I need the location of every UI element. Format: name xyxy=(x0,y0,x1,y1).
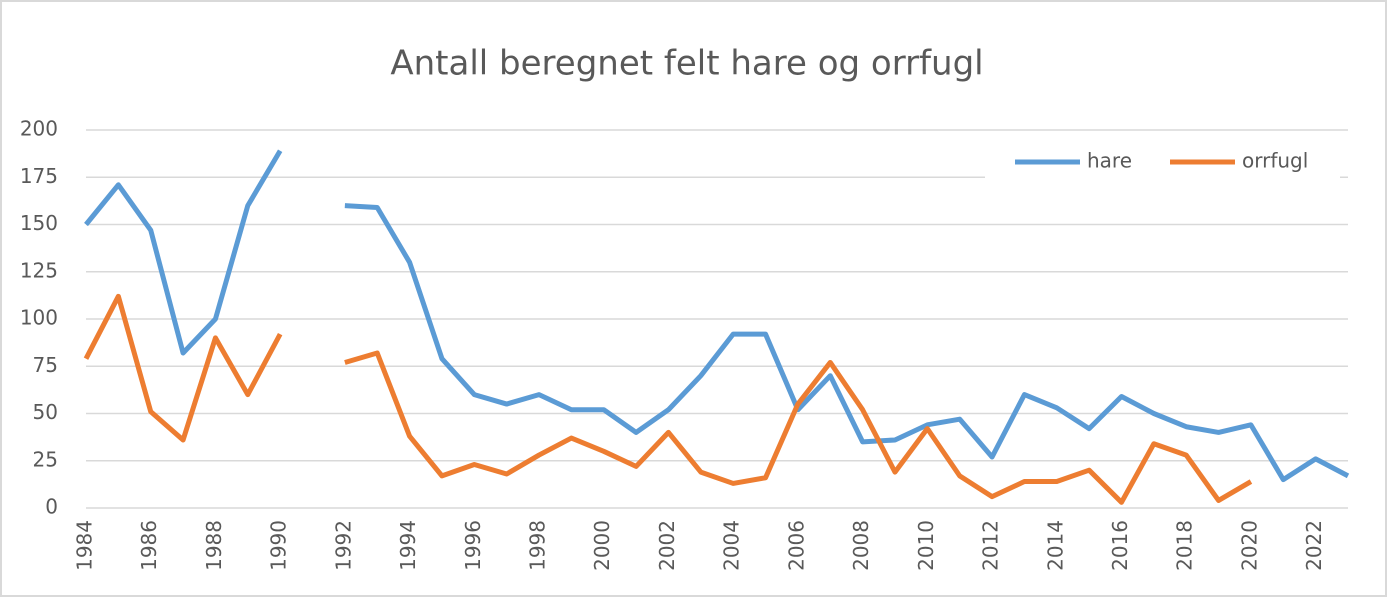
x-tick-label: 1992 xyxy=(331,520,355,571)
y-tick-label: 75 xyxy=(33,353,58,377)
x-tick-label: 2000 xyxy=(590,520,614,571)
x-tick-label: 1996 xyxy=(461,520,485,571)
x-tick-label: 1984 xyxy=(73,520,97,571)
y-tick-label: 25 xyxy=(33,447,58,471)
x-tick-label: 1986 xyxy=(137,520,161,571)
plot xyxy=(83,149,1350,505)
legend: hare orrfugl xyxy=(985,140,1340,185)
series-line xyxy=(83,293,1253,505)
x-tick-label: 2002 xyxy=(655,520,679,571)
grid: 0 25 50 75 100 125 150 175 200 1984 1986 1988 1990 19… xyxy=(20,117,1348,571)
series-line xyxy=(84,149,1350,483)
x-tick-label: 2020 xyxy=(1237,520,1261,571)
x-tick-label: 2014 xyxy=(1043,520,1067,571)
x-tick-label: 2008 xyxy=(849,520,873,571)
x-tick-label: 2006 xyxy=(784,520,808,571)
x-tick-label: 2018 xyxy=(1173,520,1197,571)
y-tick-label: 0 xyxy=(45,495,58,519)
legend-label: orrfugl xyxy=(1242,149,1308,173)
y-tick-label: 150 xyxy=(20,211,58,235)
x-tick-label: 1988 xyxy=(202,520,226,571)
x-tick-label: 1990 xyxy=(267,520,291,571)
x-tick-label: 2012 xyxy=(979,520,1003,571)
y-tick-label: 50 xyxy=(33,400,58,424)
y-tick-label: 175 xyxy=(20,164,58,188)
x-tick-label: 2016 xyxy=(1108,520,1132,571)
y-tick-label: 100 xyxy=(20,306,58,330)
chart-title: Antall beregnet felt hare og orrfugl xyxy=(390,44,983,84)
x-tick-label: 2004 xyxy=(720,520,744,571)
x-tick-label: 1994 xyxy=(396,520,420,571)
legend-label: hare xyxy=(1087,149,1132,173)
y-tick-label: 200 xyxy=(20,117,58,141)
x-tick-label: 1998 xyxy=(526,520,550,571)
x-tick-label: 2010 xyxy=(914,520,938,571)
x-tick-label: 2022 xyxy=(1302,520,1326,571)
y-tick-label: 125 xyxy=(20,258,58,282)
